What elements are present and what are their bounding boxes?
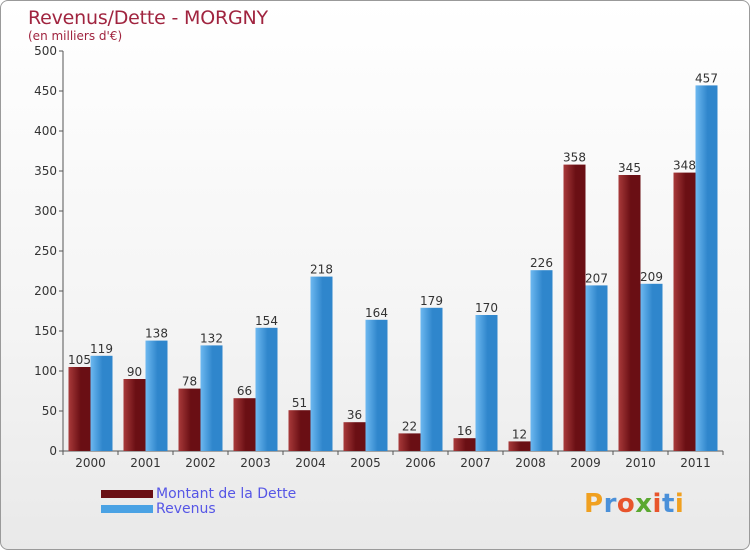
data-label: 51 — [292, 396, 307, 410]
data-label: 170 — [475, 301, 498, 315]
x-tick-label: 2008 — [515, 456, 546, 470]
bar-dette — [453, 438, 476, 451]
logo-letter: P — [584, 489, 604, 519]
data-label: 119 — [90, 342, 113, 356]
data-label: 36 — [347, 408, 362, 422]
logo-letter: t — [661, 489, 675, 519]
x-tick-label: 2010 — [625, 456, 656, 470]
y-tick-label: 50 — [42, 404, 57, 418]
bar-revenus — [420, 307, 443, 451]
logo-letter: x — [635, 489, 653, 519]
data-label: 16 — [457, 424, 472, 438]
bar-revenus — [145, 340, 168, 451]
y-tick-label: 250 — [34, 244, 57, 258]
x-tick-label: 2004 — [295, 456, 326, 470]
logo-letter: r — [603, 489, 617, 519]
data-label: 164 — [365, 306, 388, 320]
y-tick-label: 100 — [34, 364, 57, 378]
y-tick-label: 450 — [34, 84, 57, 98]
data-label: 12 — [512, 427, 527, 441]
chart-title: Revenus/Dette - MORGNY — [28, 7, 268, 29]
bar-dette — [178, 388, 201, 451]
x-tick-label: 2002 — [185, 456, 216, 470]
bar-revenus — [475, 315, 498, 451]
data-label: 457 — [695, 71, 718, 85]
data-label: 66 — [237, 384, 252, 398]
bar-revenus — [90, 355, 113, 451]
x-tick-label: 2000 — [75, 456, 106, 470]
data-label: 154 — [255, 314, 278, 328]
legend-label-revenus: Revenus — [156, 501, 216, 517]
data-label: 78 — [182, 375, 197, 389]
data-label: 138 — [145, 327, 168, 341]
bar-revenus — [585, 285, 608, 451]
bar-dette — [563, 164, 586, 451]
x-tick-label: 2006 — [405, 456, 436, 470]
bar-dette — [68, 367, 91, 451]
bar-revenus — [310, 276, 333, 451]
x-tick-label: 2003 — [240, 456, 271, 470]
data-label: 345 — [618, 161, 641, 175]
bar-dette — [673, 172, 696, 451]
bar-revenus — [530, 270, 553, 451]
x-tick-label: 2007 — [460, 456, 491, 470]
logo-letter: o — [616, 489, 636, 519]
x-tick-label: 2009 — [570, 456, 601, 470]
chart-subtitle: (en milliers d'€) — [28, 29, 123, 43]
bar-dette — [288, 410, 311, 451]
x-tick-label: 2011 — [680, 456, 711, 470]
x-tick-label: 2005 — [350, 456, 381, 470]
bar-revenus — [695, 85, 718, 452]
bar-dette — [508, 441, 531, 451]
data-label: 209 — [640, 270, 663, 284]
y-tick-label: 0 — [49, 444, 57, 458]
bar-dette — [343, 422, 366, 451]
logo-letter: i — [652, 489, 662, 519]
data-label: 226 — [530, 256, 553, 270]
legend-swatch-revenus — [101, 505, 153, 513]
data-label: 348 — [673, 159, 696, 173]
legend-label-dette: Montant de la Dette — [156, 486, 297, 502]
data-label: 207 — [585, 271, 608, 285]
y-tick-label: 350 — [34, 164, 57, 178]
bar-revenus — [255, 327, 278, 451]
data-label: 22 — [402, 419, 417, 433]
bar-revenus — [365, 319, 388, 451]
y-tick-label: 300 — [34, 204, 57, 218]
y-tick-label: 200 — [34, 284, 57, 298]
data-label: 132 — [200, 331, 223, 345]
y-tick-label: 500 — [34, 44, 57, 58]
bar-dette — [398, 433, 421, 451]
y-tick-label: 400 — [34, 124, 57, 138]
proxiti-logo: Proxiti — [584, 489, 684, 519]
data-label: 218 — [310, 263, 333, 277]
data-label: 90 — [127, 365, 142, 379]
y-tick-label: 150 — [34, 324, 57, 338]
bar-dette — [618, 175, 641, 451]
bar-dette — [233, 398, 256, 451]
data-label: 179 — [420, 294, 443, 308]
bar-revenus — [200, 345, 223, 451]
logo-letter: i — [674, 489, 685, 519]
bar-revenus — [640, 283, 663, 451]
x-tick-label: 2001 — [130, 456, 161, 470]
data-label: 358 — [563, 151, 586, 165]
bar-dette — [123, 379, 146, 451]
data-label: 105 — [68, 353, 91, 367]
legend-swatch-dette — [101, 490, 153, 498]
